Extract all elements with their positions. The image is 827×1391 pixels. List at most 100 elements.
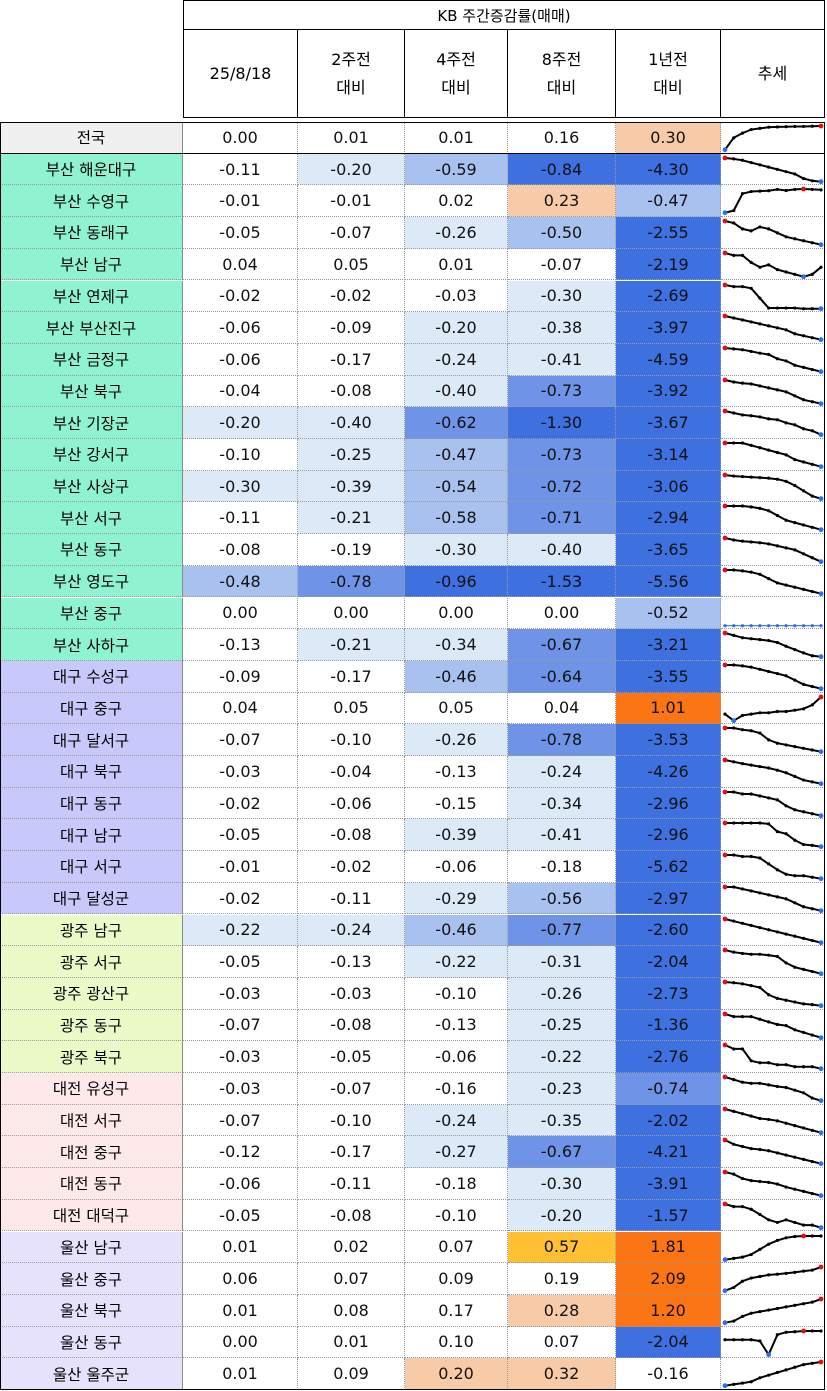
value-cell: -0.07 xyxy=(183,1009,298,1042)
trend-point xyxy=(793,708,797,712)
trend-point xyxy=(732,623,736,627)
trend-line xyxy=(724,949,822,975)
trend-point xyxy=(758,764,762,769)
trend-point xyxy=(767,263,771,267)
trend-point xyxy=(732,1078,736,1082)
value-cell: -0.40 xyxy=(405,375,508,408)
trend-line xyxy=(725,727,822,753)
value-cell: -3.06 xyxy=(616,470,721,503)
value-cell: 0.01 xyxy=(183,1294,298,1327)
trend-point xyxy=(801,778,806,782)
trend-point xyxy=(740,1111,745,1116)
value-cell: -1.30 xyxy=(508,407,616,439)
value-cell: -0.08 xyxy=(183,534,298,566)
trend-point xyxy=(810,367,814,372)
trend-point xyxy=(793,900,797,905)
value-cell: -0.07 xyxy=(508,248,616,281)
trend-point xyxy=(749,637,753,641)
value-cell: -0.11 xyxy=(298,1168,405,1200)
trend-point xyxy=(775,231,779,235)
trend-point xyxy=(784,931,788,936)
trend-point xyxy=(793,1187,797,1191)
value-cell: -0.05 xyxy=(183,819,298,852)
trend-point xyxy=(749,983,753,988)
trend-line xyxy=(724,695,822,722)
trend-point xyxy=(818,844,824,850)
header-col-line2: 대비 xyxy=(441,77,471,97)
trend-point xyxy=(801,274,806,279)
trend-line xyxy=(724,346,822,373)
trend-point xyxy=(775,267,779,271)
value-cell: -3.21 xyxy=(616,629,721,661)
trend-sparkline xyxy=(721,851,825,883)
value-cell: -0.19 xyxy=(298,534,405,566)
trend-point xyxy=(810,702,814,707)
region-name: 부산 해운대구 xyxy=(0,153,183,186)
trend-sparkline xyxy=(721,1073,825,1105)
value-cell: -0.77 xyxy=(508,914,616,947)
trend-point xyxy=(775,544,779,548)
value-cell: -0.06 xyxy=(183,312,298,344)
trend-point xyxy=(810,811,814,816)
trend-point xyxy=(793,237,797,241)
trend-point xyxy=(740,623,745,627)
trend-point xyxy=(758,1247,762,1251)
value-cell: -0.73 xyxy=(508,375,616,408)
value-cell: -0.01 xyxy=(298,185,405,218)
trend-point xyxy=(740,821,745,825)
region-name: 부산 남구 xyxy=(0,248,183,281)
trend-point xyxy=(818,1264,824,1270)
trend-point xyxy=(758,265,762,269)
trend-line xyxy=(724,473,822,500)
trend-point xyxy=(732,663,736,667)
trend-sparkline xyxy=(721,977,825,1010)
trend-point xyxy=(793,1220,797,1224)
trend-point xyxy=(758,667,762,671)
trend-point xyxy=(801,967,806,972)
trend-sparkline xyxy=(721,185,825,218)
trend-sparkline xyxy=(721,1041,825,1073)
value-cell: 0.57 xyxy=(508,1231,616,1264)
trend-point xyxy=(749,623,753,627)
trend-point xyxy=(793,774,797,779)
value-cell: -0.22 xyxy=(508,1041,616,1073)
trend-point xyxy=(793,272,797,276)
trend-point xyxy=(818,971,824,977)
value-cell: 0.02 xyxy=(405,185,508,218)
trend-point xyxy=(732,316,736,320)
trend-line xyxy=(725,790,822,817)
region-name: 대전 대덕구 xyxy=(0,1199,183,1232)
trend-point xyxy=(767,893,771,897)
trend-point xyxy=(758,638,762,642)
trend-point xyxy=(732,1047,736,1051)
trend-line xyxy=(724,220,822,246)
trend-sparkline xyxy=(721,597,825,630)
value-cell: 0.09 xyxy=(405,1263,508,1295)
region-name: 울산 동구 xyxy=(0,1326,183,1359)
trend-point xyxy=(810,306,814,310)
value-cell: -4.30 xyxy=(616,153,721,186)
value-cell: -3.53 xyxy=(616,724,721,756)
value-cell: -5.62 xyxy=(616,851,721,883)
value-cell: -0.67 xyxy=(508,629,616,661)
trend-point xyxy=(740,227,745,231)
trend-point xyxy=(810,1328,814,1333)
trend-point xyxy=(740,284,745,288)
trend-point xyxy=(775,929,779,934)
trend-point xyxy=(749,1311,753,1315)
trend-point xyxy=(784,1330,788,1334)
value-cell: -0.15 xyxy=(405,787,508,820)
trend-point xyxy=(758,1376,762,1380)
trend-point xyxy=(793,1234,797,1238)
value-cell: -3.91 xyxy=(616,1168,721,1200)
trend-point xyxy=(775,623,779,627)
trend-line xyxy=(725,505,822,532)
value-cell: -0.58 xyxy=(405,502,508,535)
value-cell: -0.23 xyxy=(508,1073,616,1105)
trend-line xyxy=(725,568,822,595)
trend-point xyxy=(775,1022,779,1026)
trend-point xyxy=(758,710,762,714)
value-cell: 0.00 xyxy=(298,597,405,630)
trend-point xyxy=(793,807,797,812)
trend-point xyxy=(749,1207,753,1211)
